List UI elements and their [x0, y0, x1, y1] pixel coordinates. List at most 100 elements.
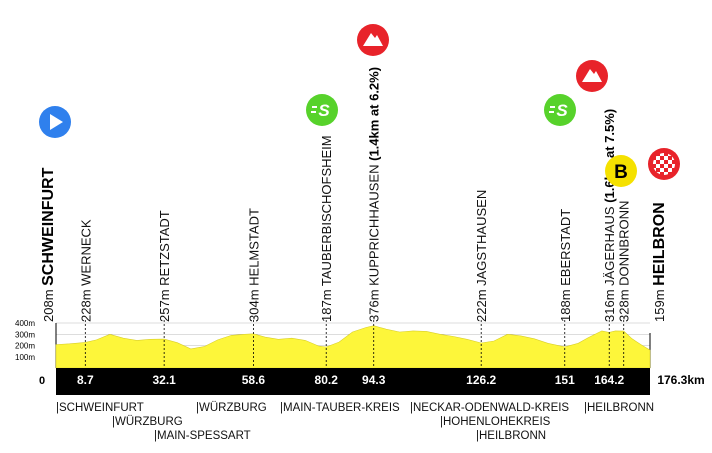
mountain-glyph	[582, 69, 602, 82]
waypoint-label-group: 304m HELMSTADT	[246, 208, 261, 322]
waypoint-name: JAGSTHAUSEN	[474, 190, 489, 286]
checker-cell	[660, 164, 664, 168]
region-label: |HEILBRONN	[476, 430, 547, 442]
waypoint-label: 187m TAUBERBISCHOFSHEIM	[319, 135, 334, 322]
region-label: |WÜRZBURG	[196, 402, 267, 414]
checker-cell	[656, 160, 660, 164]
waypoint-elevation: 376m	[367, 286, 382, 322]
waypoint-label-group: 159m HEILBRON	[651, 202, 668, 322]
checker-cell	[668, 164, 672, 168]
km-label: 8.7	[77, 373, 94, 387]
km-label: 164.2	[594, 373, 624, 387]
waypoint-name: JÄGERHAUS	[602, 206, 617, 286]
bonus-icon: B	[605, 155, 637, 187]
checker-cell	[660, 160, 664, 164]
region-label: |SCHWEINFURT	[56, 402, 144, 414]
waypoint-label-group: 257m RETZSTADT	[157, 210, 172, 322]
waypoint-label: 188m EBERSTADT	[558, 209, 573, 322]
km-label: 126.2	[466, 373, 496, 387]
checker-cell	[664, 164, 668, 168]
y-tick-label: 300m	[15, 330, 35, 339]
waypoint-elevation: 208m	[41, 286, 56, 322]
waypoint-label: 159m HEILBRON	[651, 202, 668, 322]
checker-cell	[660, 153, 664, 156]
checker-cell	[664, 160, 668, 164]
y-tick-label: 200m	[15, 342, 35, 351]
waypoint-name: RETZSTADT	[157, 210, 172, 286]
waypoint-label-group: 222m JAGSTHAUSEN	[474, 190, 489, 322]
waypoint-label-group: 328m DONNBRONN	[617, 201, 632, 322]
sprint-glyph: S	[318, 101, 330, 120]
waypoint-name: DONNBRONN	[617, 201, 632, 286]
checker-cell	[653, 164, 656, 168]
region-label: |MAIN-SPESSART	[154, 430, 251, 442]
region-label: |WÜRZBURG	[112, 416, 183, 428]
checker-cell	[656, 164, 660, 168]
waypoint-label-group: 208m SCHWEINFURT	[40, 167, 57, 322]
waypoint-elevation: 222m	[474, 286, 489, 322]
waypoint-name: WERNECK	[78, 219, 93, 286]
region-label: |NECKAR-ODENWALD-KREIS	[410, 402, 570, 414]
start-icon	[39, 106, 71, 138]
km-label: 168.5	[609, 400, 639, 414]
checker-cell	[672, 164, 675, 168]
waypoint-label: 222m JAGSTHAUSEN	[474, 190, 489, 322]
waypoint-elevation: 328m	[617, 286, 632, 322]
checker-cell	[664, 156, 668, 160]
km-label: 151	[555, 373, 575, 387]
km-labels: 8.7 32.1 58.6 80.2 94.3 126.2 151 164.2 168.5	[77, 373, 639, 414]
region-label: |HEILBRONN	[584, 402, 655, 414]
y-tick-label: 100m	[15, 353, 35, 362]
checker-cell	[664, 172, 668, 175]
checker-cell	[660, 172, 664, 175]
waypoint-elevation: 159m	[652, 286, 667, 322]
waypoint-label-group: 228m WERNECK	[78, 219, 93, 322]
waypoint-elevation: 257m	[157, 286, 172, 322]
waypoint-name: HEILBRON	[651, 202, 668, 286]
km-label: 58.6	[242, 373, 266, 387]
total-distance-label: 176.3km	[657, 373, 704, 387]
waypoint-icons: S S B	[39, 24, 680, 187]
checker-cell	[668, 156, 672, 160]
waypoint-elevation: 228m	[78, 286, 93, 322]
checker-cell	[653, 160, 656, 164]
waypoint-label-group: 188m EBERSTADT	[558, 209, 573, 322]
mountain-icon	[357, 24, 389, 56]
bonus-circle	[605, 155, 637, 187]
checker-cell	[656, 156, 660, 160]
waypoint-name: TAUBERBISCHOFSHEIM	[319, 135, 334, 286]
waypoint-elevation: 304m	[246, 286, 261, 322]
waypoint-name: EBERSTADT	[558, 209, 573, 286]
waypoint-label-group: 376m KUPPRICHHAUSEN (1.4km at 6.2%)	[367, 67, 382, 322]
waypoint-label: 304m HELMSTADT	[246, 208, 261, 322]
waypoint-name: KUPPRICHHAUSEN	[367, 165, 382, 286]
waypoint-elevation: 316m	[602, 286, 617, 322]
mountain-glyph	[363, 33, 383, 46]
checker-cell	[660, 156, 664, 160]
waypoint-label: 228m WERNECK	[78, 219, 93, 322]
km-label: 32.1	[152, 373, 176, 387]
elevation-profile-area	[55, 325, 651, 369]
checker-cell	[656, 168, 660, 172]
waypoint-label-group: 316m JÄGERHAUS (1.6km at 7.5%)	[602, 109, 617, 322]
checker-cell	[672, 160, 675, 164]
sprint-glyph: S	[556, 101, 568, 120]
waypoint-label: 376m KUPPRICHHAUSEN (1.4km at 6.2%)	[367, 67, 382, 322]
waypoint-elevation: 188m	[558, 286, 573, 322]
km-label: 80.2	[315, 373, 339, 387]
finish-flag-icon	[648, 148, 680, 180]
checker-cell	[668, 160, 672, 164]
waypoint-label: 208m SCHWEINFURT	[40, 167, 57, 322]
sprint-icon: S	[544, 94, 576, 126]
checker-cell	[664, 153, 668, 156]
climb-info: (1.4km at 6.2%)	[367, 67, 382, 165]
waypoint-elevation: 187m	[319, 286, 334, 322]
checker-cell	[668, 168, 672, 172]
waypoint-label-group: 187m TAUBERBISCHOFSHEIM	[319, 135, 334, 322]
waypoint-name: SCHWEINFURT	[40, 167, 57, 285]
km-label: 94.3	[362, 373, 386, 387]
region-label: |MAIN-TAUBER-KREIS	[280, 402, 400, 414]
y-tick-label: 400m	[15, 319, 35, 328]
x-zero-label: 0	[39, 375, 45, 387]
